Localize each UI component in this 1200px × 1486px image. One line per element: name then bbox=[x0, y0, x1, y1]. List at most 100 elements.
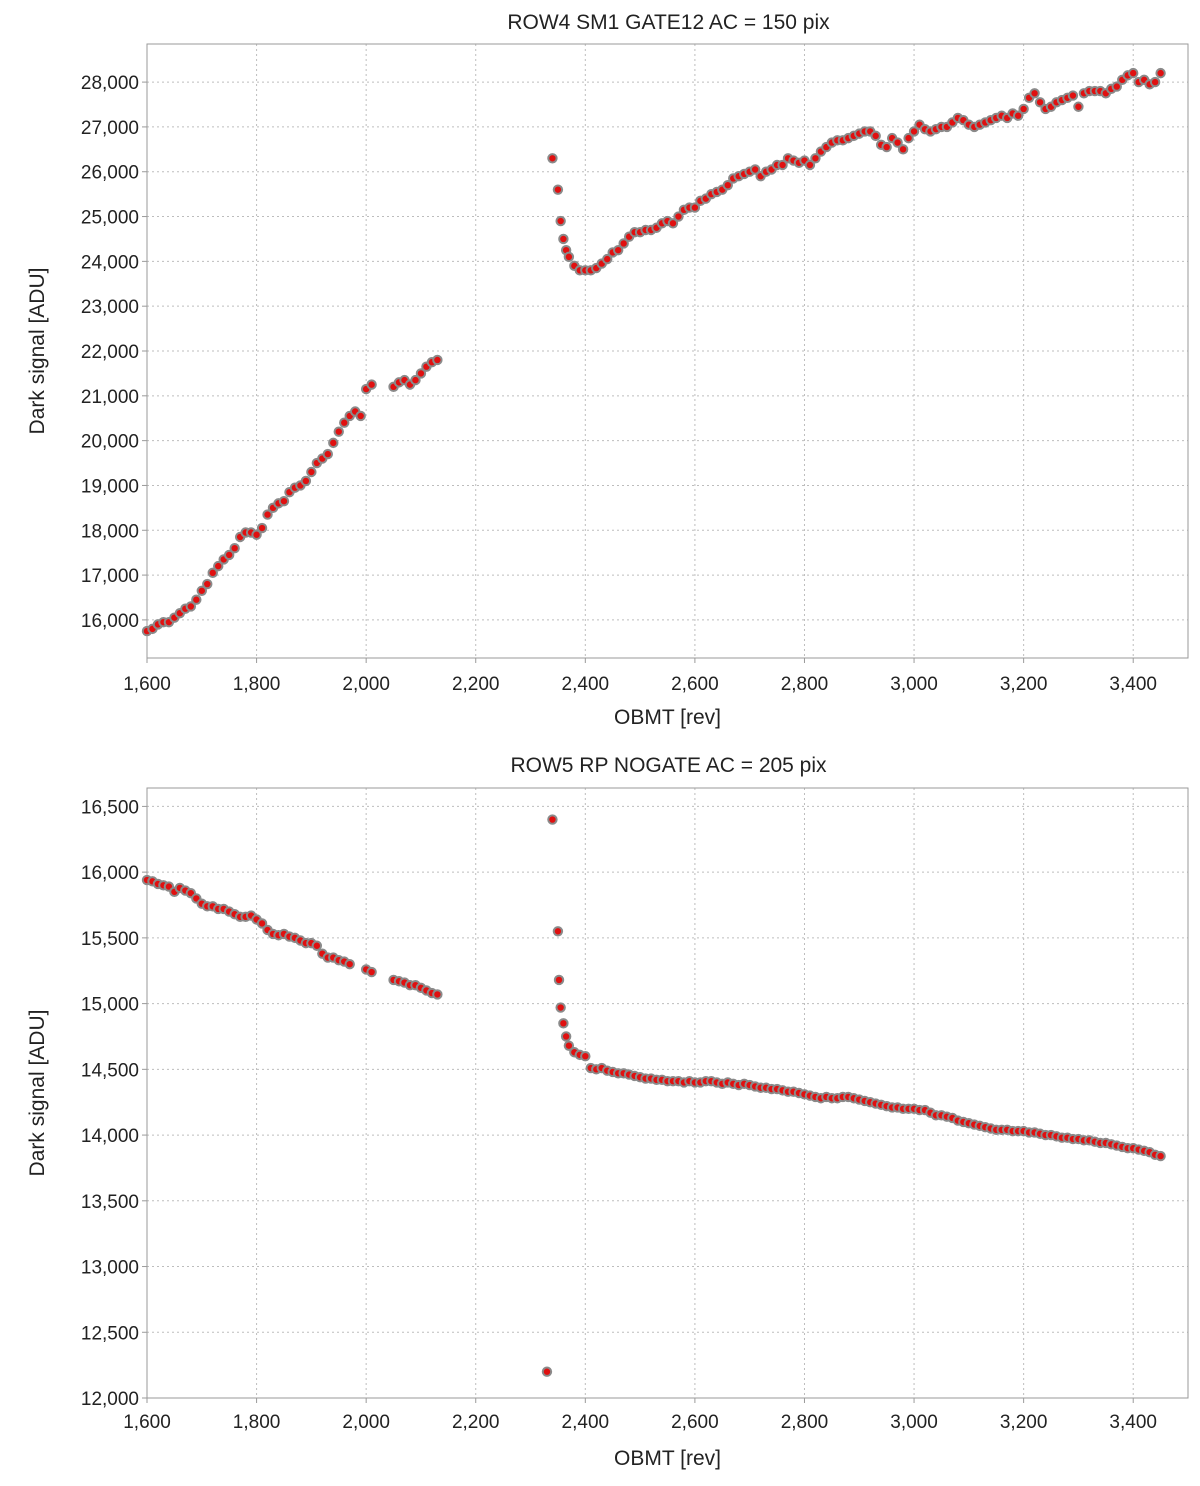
data-point bbox=[223, 549, 235, 561]
y-tick-label: 13,000 bbox=[81, 1258, 139, 1279]
data-point bbox=[366, 966, 377, 978]
dark-signal-chart-row5: ROW5 RP NOGATE AC = 205 pix 1,600 1,800 2,0… bbox=[0, 745, 1200, 1486]
data-point bbox=[1155, 1150, 1166, 1162]
data-point bbox=[547, 153, 558, 164]
data-points bbox=[141, 67, 1166, 637]
data-point bbox=[1149, 76, 1161, 88]
chart-svg-row5: ROW5 RP NOGATE AC = 205 pix 1,600 1,800 2,0… bbox=[26, 754, 1189, 1470]
data-point bbox=[196, 585, 207, 596]
data-point bbox=[673, 211, 684, 222]
y-tick-label: 17,000 bbox=[81, 566, 139, 587]
data-point bbox=[722, 179, 733, 191]
data-point bbox=[547, 814, 558, 825]
x-tick-label: 2,200 bbox=[452, 1412, 500, 1433]
data-point bbox=[1111, 81, 1122, 92]
x-tick-label: 3,000 bbox=[890, 674, 938, 695]
chart-title: ROW5 RP NOGATE AC = 205 pix bbox=[510, 754, 827, 777]
data-point bbox=[903, 132, 914, 144]
data-point bbox=[432, 989, 443, 1000]
data-point bbox=[202, 578, 213, 590]
data-points bbox=[141, 814, 1166, 1377]
dark-signal-chart-row4: ROW4 SM1 GATE12 AC = 150 pix 1,600 1,800 2,… bbox=[0, 0, 1200, 740]
x-tick-label: 2,600 bbox=[671, 674, 719, 695]
y-tick-label: 12,000 bbox=[81, 1389, 139, 1410]
data-point bbox=[1128, 67, 1139, 79]
data-point bbox=[560, 1031, 572, 1042]
data-point bbox=[749, 164, 761, 175]
y-tick-label: 18,000 bbox=[81, 521, 139, 542]
data-point bbox=[432, 354, 443, 366]
data-point bbox=[541, 1366, 553, 1377]
data-point bbox=[339, 417, 350, 428]
data-point bbox=[804, 159, 816, 171]
data-point bbox=[306, 466, 317, 478]
data-point bbox=[1018, 103, 1029, 115]
data-point bbox=[251, 529, 262, 540]
x-tick-label: 2,800 bbox=[781, 674, 829, 695]
grid-lines bbox=[146, 44, 1188, 658]
data-point bbox=[618, 238, 629, 249]
data-point bbox=[667, 218, 679, 229]
data-point bbox=[355, 410, 366, 422]
data-point bbox=[278, 495, 290, 507]
data-point bbox=[256, 522, 268, 534]
data-point bbox=[213, 560, 224, 572]
data-point bbox=[300, 475, 312, 487]
y-tick-label: 19,000 bbox=[81, 476, 139, 497]
data-point bbox=[333, 426, 344, 437]
y-tick-label: 28,000 bbox=[81, 73, 139, 94]
y-tick-label: 16,000 bbox=[81, 611, 139, 632]
data-point bbox=[881, 141, 892, 153]
x-tick-label: 2,600 bbox=[671, 1412, 719, 1433]
data-point bbox=[558, 1018, 569, 1029]
x-tick-label: 2,400 bbox=[562, 674, 610, 695]
y-tick-label: 21,000 bbox=[81, 387, 139, 408]
data-point bbox=[191, 594, 202, 605]
y-axis-label: Dark signal [ADU] bbox=[26, 1010, 49, 1177]
y-tick-label: 15,000 bbox=[81, 995, 139, 1016]
x-tick-label: 2,000 bbox=[342, 1412, 390, 1433]
x-tick-label: 3,000 bbox=[890, 1412, 938, 1433]
x-tick-label: 1,600 bbox=[123, 674, 171, 695]
data-point bbox=[311, 940, 323, 951]
data-point bbox=[689, 202, 701, 213]
y-tick-label: 27,000 bbox=[81, 118, 139, 139]
data-point bbox=[555, 1002, 566, 1013]
x-tick-label: 1,800 bbox=[233, 674, 281, 695]
chart-svg-row4: ROW4 SM1 GATE12 AC = 150 pix 1,600 1,800 2,… bbox=[26, 11, 1189, 729]
data-point bbox=[552, 184, 564, 195]
x-tick-label: 2,400 bbox=[562, 1412, 610, 1433]
data-point bbox=[256, 918, 268, 929]
x-tick-label: 3,200 bbox=[1000, 674, 1048, 695]
x-tick-label: 1,600 bbox=[123, 1412, 171, 1433]
data-point bbox=[185, 601, 197, 612]
y-tick-label: 23,000 bbox=[81, 297, 139, 318]
data-point bbox=[229, 542, 240, 554]
x-axis-label: OBMT [rev] bbox=[614, 706, 721, 729]
y-tick-label: 16,500 bbox=[81, 797, 139, 818]
data-point bbox=[777, 159, 788, 171]
data-point bbox=[1034, 97, 1046, 108]
x-tick-label: 2,000 bbox=[342, 674, 390, 695]
data-point bbox=[415, 368, 427, 379]
data-point bbox=[612, 244, 624, 256]
x-tick-label: 3,400 bbox=[1109, 1412, 1157, 1433]
data-point bbox=[322, 448, 334, 460]
x-tick-label: 1,800 bbox=[233, 1412, 281, 1433]
y-tick-label: 14,000 bbox=[81, 1126, 139, 1147]
x-tick-label: 2,800 bbox=[781, 1412, 829, 1433]
data-point bbox=[558, 233, 569, 245]
data-point bbox=[555, 215, 566, 227]
data-point bbox=[1012, 110, 1024, 121]
y-tick-label: 20,000 bbox=[81, 432, 139, 453]
y-tick-label: 15,500 bbox=[81, 929, 139, 950]
y-tick-label: 14,500 bbox=[81, 1060, 139, 1081]
data-point bbox=[897, 144, 909, 155]
y-tick-label: 16,000 bbox=[81, 863, 139, 884]
y-tick-label: 13,500 bbox=[81, 1192, 139, 1213]
data-point bbox=[1067, 90, 1079, 101]
x-tick-label: 3,400 bbox=[1109, 674, 1157, 695]
data-point bbox=[1029, 88, 1040, 99]
data-point bbox=[602, 253, 613, 265]
y-tick-label: 12,500 bbox=[81, 1323, 139, 1344]
